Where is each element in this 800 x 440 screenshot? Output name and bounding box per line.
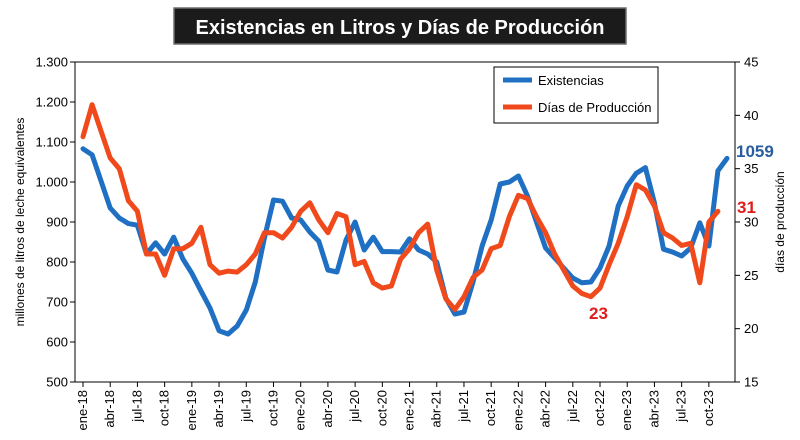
annotation-dias-last: 31 — [737, 198, 756, 217]
x-tick-label: ene-21 — [402, 390, 417, 430]
left-tick-label: 600 — [46, 335, 68, 350]
annotation-existencias-last: 1059 — [736, 142, 774, 161]
right-tick-label: 20 — [744, 321, 758, 336]
x-tick-label: jul-18 — [129, 390, 144, 423]
x-axis: ene-18 abr-18 jul-18 oct-18 ene-19 abr-19 jul-… — [75, 382, 716, 430]
x-tick-label: abr-22 — [538, 390, 553, 428]
x-tick-label: oct-20 — [374, 390, 389, 426]
x-tick-label: jul-22 — [565, 390, 580, 423]
x-tick-label: jul-21 — [456, 390, 471, 423]
left-axis-title: millones de litros de leche equivalentes — [13, 118, 27, 327]
x-tick-label: abr-20 — [320, 390, 335, 428]
left-axis: 500 600 700 800 900 1.000 1.100 1.200 1.300 — [35, 55, 75, 390]
chart-title-background — [173, 7, 627, 45]
legend-label-dias-produccion: Días de Producción — [538, 100, 651, 115]
right-axis-title: días de producción — [773, 171, 787, 272]
chart-title-group: Existencias en Litros y Días de Producci… — [173, 7, 627, 45]
right-tick-label: 40 — [744, 108, 758, 123]
right-tick-label: 30 — [744, 215, 758, 230]
x-tick-label: ene-18 — [75, 390, 90, 430]
series-line-dias-produccion — [80, 102, 721, 312]
annotation-dias-minimum: 23 — [589, 304, 608, 323]
x-tick-label: ene-23 — [619, 390, 634, 430]
left-tick-label: 700 — [46, 295, 68, 310]
x-tick-label: abr-23 — [646, 390, 661, 428]
x-tick-label: abr-19 — [211, 390, 226, 428]
x-tick-label: ene-20 — [293, 390, 308, 430]
left-tick-label: 1.200 — [35, 95, 68, 110]
x-tick-label: jul-23 — [674, 390, 689, 423]
left-tick-label: 500 — [46, 375, 68, 390]
x-tick-label: ene-19 — [184, 390, 199, 430]
x-tick-label: oct-21 — [483, 390, 498, 426]
left-tick-label: 1.300 — [35, 55, 68, 70]
left-tick-label: 1.000 — [35, 175, 68, 190]
x-tick-label: oct-19 — [265, 390, 280, 426]
x-tick-label: oct-23 — [701, 390, 716, 426]
right-tick-label: 15 — [744, 375, 758, 390]
right-tick-label: 35 — [744, 161, 758, 176]
left-tick-label: 1.100 — [35, 135, 68, 150]
legend: Existencias Días de Producción — [493, 66, 659, 124]
x-tick-label: ene-22 — [510, 390, 525, 430]
left-tick-label: 900 — [46, 215, 68, 230]
legend-box — [493, 66, 659, 124]
legend-label-existencias: Existencias — [538, 73, 604, 88]
left-tick-label: 800 — [46, 255, 68, 270]
x-tick-label: oct-22 — [592, 390, 607, 426]
x-tick-label: abr-18 — [102, 390, 117, 428]
x-tick-label: abr-21 — [429, 390, 444, 428]
x-tick-label: jul-20 — [347, 390, 362, 423]
series-line-existencias — [80, 146, 730, 337]
right-tick-label: 25 — [744, 268, 758, 283]
chart-title: Existencias en Litros y Días de Producci… — [195, 17, 604, 39]
right-tick-label: 45 — [744, 55, 758, 70]
x-tick-label: oct-18 — [157, 390, 172, 426]
right-axis: 15 20 25 30 35 40 45 — [735, 55, 758, 390]
x-tick-label: jul-19 — [238, 390, 253, 423]
